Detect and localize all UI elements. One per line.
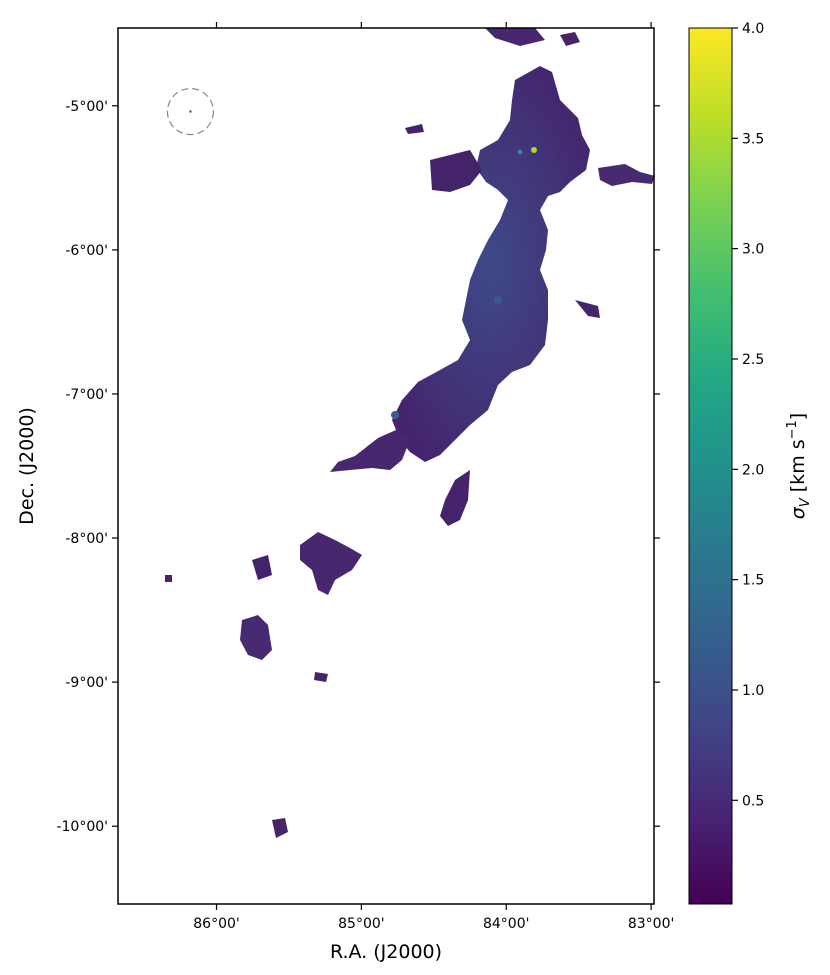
y-axis-label: Dec. (J2000) bbox=[16, 407, 38, 525]
y-tick-label: -7°00' bbox=[65, 387, 108, 403]
x-tick-label: 84°00' bbox=[483, 916, 529, 932]
colorbar-ticks: 0.5 1.0 1.5 2.0 2.5 3.0 3.5 4.0 bbox=[732, 21, 764, 809]
emission-region-small-1 bbox=[314, 672, 328, 682]
beam-circle bbox=[166, 87, 215, 136]
emission-region-nw-blob bbox=[405, 124, 424, 134]
plot-frame bbox=[117, 27, 655, 905]
emission-region-west-arm bbox=[430, 150, 482, 192]
emission-region-lower-streak bbox=[440, 470, 470, 526]
colorbar-tick-label: 2.5 bbox=[742, 352, 764, 368]
y-tick-label: -6°00' bbox=[65, 243, 108, 259]
emission-region-upper-filament bbox=[392, 66, 590, 462]
colorbar-tick-label: 4.0 bbox=[742, 21, 764, 37]
emission-peak-mid bbox=[494, 296, 502, 304]
beam-center-dot bbox=[189, 110, 192, 113]
y-tick-label: -5°00' bbox=[65, 99, 108, 115]
colorbar: 0.5 1.0 1.5 2.0 2.5 3.0 3.5 4.0 σV [km s−1] bbox=[688, 21, 813, 905]
x-axis-label: R.A. (J2000) bbox=[330, 941, 442, 963]
y-tick-label: -9°00' bbox=[65, 675, 108, 691]
emission-peak-secondary bbox=[517, 149, 523, 155]
colorbar-tick-label: 0.5 bbox=[742, 793, 764, 809]
y-tick-label: -10°00' bbox=[56, 819, 108, 835]
emission-region-south-cluster bbox=[300, 532, 362, 595]
colorbar-tick-label: 2.0 bbox=[742, 462, 764, 478]
emission-map bbox=[165, 28, 655, 838]
x-tick-label: 86°00' bbox=[193, 916, 239, 932]
emission-peak-bright bbox=[531, 147, 537, 153]
x-axis-ticks: 86°00' 85°00' 84°00' 83°00' bbox=[193, 22, 674, 932]
x-tick-label: 85°00' bbox=[338, 916, 384, 932]
emission-peak-lower bbox=[391, 411, 399, 419]
x-tick-label: 83°00' bbox=[628, 916, 674, 932]
emission-region-mid-patches bbox=[575, 300, 600, 318]
colorbar-tick-label: 3.5 bbox=[742, 131, 764, 147]
colorbar-tick-label: 1.0 bbox=[742, 683, 764, 699]
emission-region-north-clump bbox=[560, 32, 580, 46]
emission-region-main-north bbox=[485, 28, 545, 46]
emission-region-lower-arm bbox=[330, 430, 410, 472]
emission-region-far-south-blob bbox=[240, 615, 272, 660]
colorbar-label: σV [km s−1] bbox=[785, 413, 813, 519]
emission-region-small-2 bbox=[272, 818, 288, 838]
colorbar-tick-label: 3.0 bbox=[742, 242, 764, 258]
y-tick-label: -8°00' bbox=[65, 531, 108, 547]
emission-region-small-3 bbox=[165, 575, 172, 582]
beam-marker bbox=[166, 87, 215, 136]
y-axis-ticks: -5°00' -6°00' -7°00' -8°00' -9°00' -10°00' bbox=[56, 99, 660, 835]
colorbar-gradient bbox=[688, 27, 733, 905]
emission-region-south-west bbox=[252, 555, 272, 580]
emission-region-east-arm bbox=[598, 164, 655, 186]
colorbar-tick-label: 1.5 bbox=[742, 573, 764, 589]
